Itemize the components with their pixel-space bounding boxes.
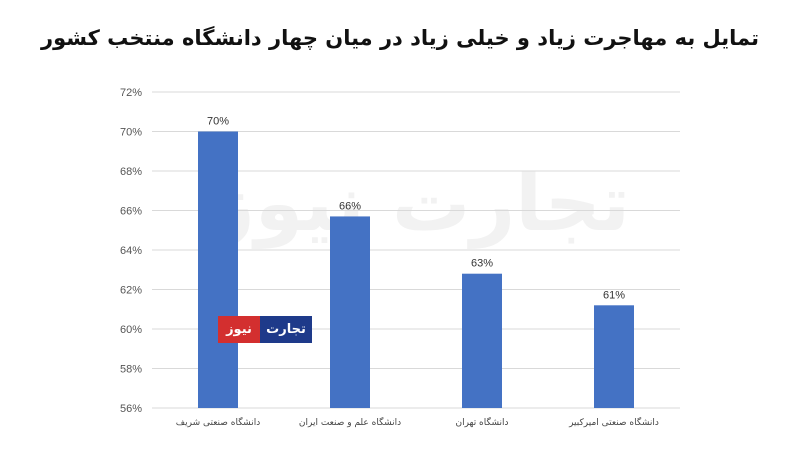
x-axis-categories: دانشگاه صنعتی شریف دانشگاه علم و صنعت ایر… (176, 416, 659, 428)
y-tick-label: 60% (120, 324, 142, 336)
y-tick-label: 72% (120, 87, 142, 99)
y-tick-label: 70% (120, 127, 142, 139)
bar (198, 131, 238, 408)
data-label: 70% (207, 116, 229, 128)
chart-title: تمایل به مهاجرت زیاد و خیلی زیاد در میان… (40, 26, 760, 50)
category-label: دانشگاه صنعتی امیرکبیر (568, 416, 659, 428)
data-labels: 70% 66% 63% 61% (207, 116, 625, 302)
y-tick-label: 56% (120, 403, 142, 415)
watermark: تجارت نیوز (206, 159, 630, 249)
y-axis-ticks: 56% 58% 60% 62% 64% 66% 68% 70% 72% (120, 87, 142, 415)
data-label: 61% (603, 289, 625, 301)
category-label: دانشگاه علم و صنعت ایران (299, 416, 401, 428)
y-tick-label: 68% (120, 166, 142, 178)
brand-logo: نیوز تجارت (218, 316, 312, 343)
data-label: 63% (471, 258, 493, 270)
y-tick-label: 64% (120, 245, 142, 257)
y-tick-label: 58% (120, 364, 142, 376)
logo-part-blue: تجارت (260, 316, 312, 343)
watermark-text: تجارت نیوز (206, 159, 630, 249)
bar (330, 216, 370, 408)
category-label: دانشگاه صنعتی شریف (176, 416, 260, 428)
bar (462, 273, 502, 408)
y-tick-label: 66% (120, 206, 142, 218)
category-label: دانشگاه تهران (455, 416, 508, 428)
bar (594, 305, 634, 408)
logo-part-red: نیوز (218, 316, 260, 343)
bars (198, 131, 634, 408)
data-label: 66% (339, 200, 361, 212)
y-tick-label: 62% (120, 285, 142, 297)
